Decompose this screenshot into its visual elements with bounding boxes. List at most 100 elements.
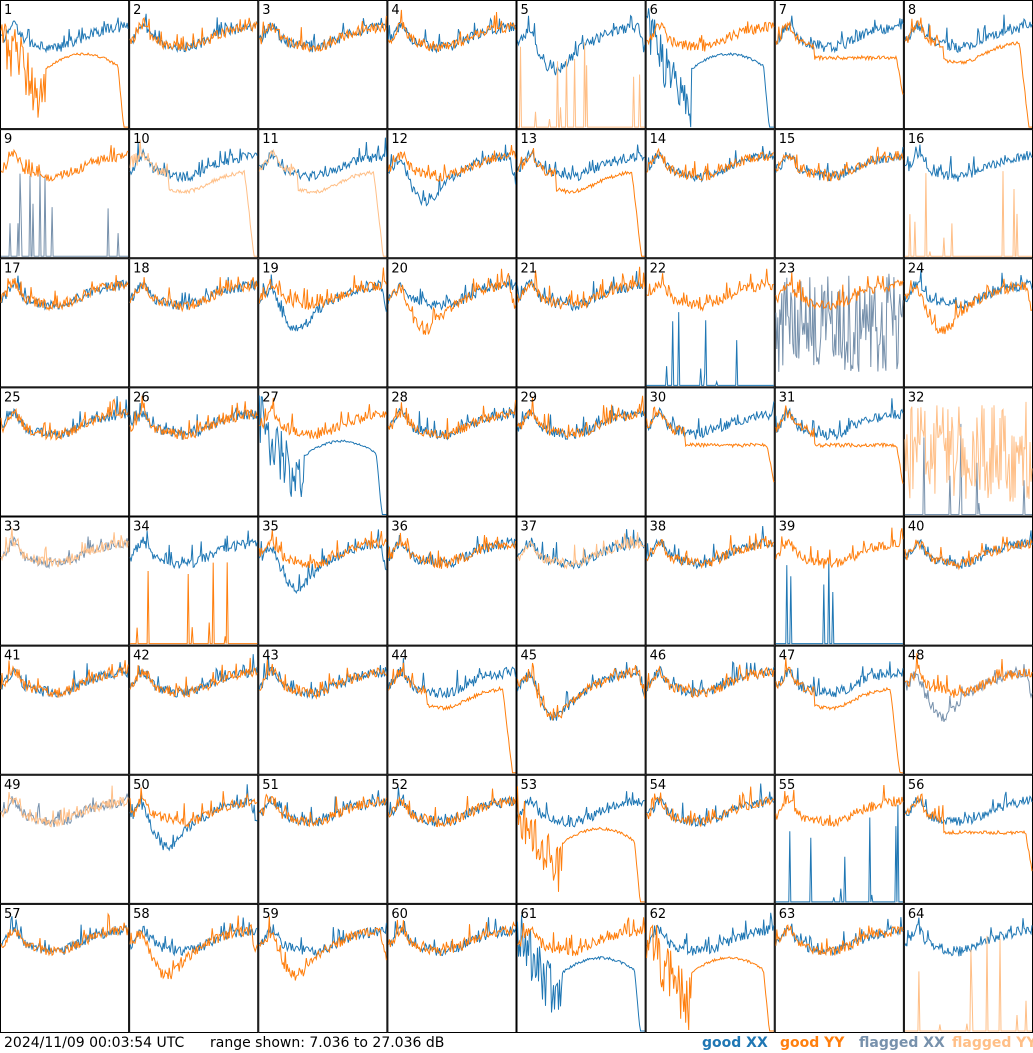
panel-frame: [516, 129, 646, 259]
panel-number: 20: [391, 261, 408, 276]
series-yy: [904, 17, 1032, 128]
panel-number: 56: [908, 778, 925, 793]
panel-number: 6: [650, 3, 658, 18]
series-xx: [904, 664, 1033, 722]
series-yy: [0, 23, 129, 128]
series-yy: [775, 405, 904, 484]
panel-number: 25: [4, 390, 21, 405]
panel-49: 49: [0, 774, 130, 904]
series-xx: [517, 791, 645, 828]
panel-25: 25: [0, 387, 130, 517]
panel-28: 28: [387, 387, 517, 517]
panel-frame: [645, 387, 775, 517]
series-yy: [387, 919, 516, 956]
panel-47: 47: [774, 645, 904, 775]
panel-frame: [129, 258, 259, 388]
panel-number: 63: [779, 907, 796, 922]
panel-frame: [258, 903, 388, 1033]
series-yy: [775, 527, 904, 569]
panel-frame: [516, 774, 646, 904]
panel-number: 51: [262, 778, 279, 793]
series-yy: [129, 139, 258, 257]
range-shown: range shown: 7.036 to 27.036 dB: [210, 1035, 445, 1051]
panel-35: 35: [258, 516, 388, 646]
panel-frame: [258, 774, 388, 904]
panel-61: 61: [516, 903, 646, 1033]
series-yy: [775, 272, 904, 311]
panel-12: 12: [387, 129, 517, 259]
panel-42: 42: [129, 645, 259, 775]
legend-flagged-yy: flagged YY: [952, 1035, 1033, 1051]
series-xx: [517, 14, 646, 76]
panel-frame: [774, 516, 904, 646]
panel-frame: [516, 0, 646, 130]
panel-number: 11: [262, 132, 279, 147]
series-yy: [387, 268, 516, 335]
series-yy: [904, 935, 1032, 1032]
series-xx: [646, 8, 774, 128]
panel-frame: [129, 0, 259, 130]
panel-57: 57: [0, 903, 130, 1033]
series-xx: [387, 787, 516, 827]
series-xx: [129, 403, 258, 440]
series-xx: [775, 398, 904, 441]
panel-frame: [387, 258, 517, 388]
panel-number: 2: [133, 3, 141, 18]
panel-45: 45: [516, 645, 646, 775]
panel-number: 58: [133, 907, 150, 922]
panel-number: 52: [391, 778, 408, 793]
panel-number: 12: [391, 132, 408, 147]
legend-good-xx: good XX: [702, 1035, 768, 1051]
series-yy: [258, 530, 387, 569]
series-yy: [387, 9, 516, 53]
series-yy: [258, 15, 387, 53]
series-yy: [517, 786, 645, 903]
panel-number: 46: [650, 649, 667, 664]
panel-1: 1: [0, 0, 130, 130]
series-yy: [0, 912, 129, 957]
panel-number: 26: [133, 390, 150, 405]
panel-59: 59: [258, 903, 388, 1033]
series-xx: [646, 401, 775, 440]
panel-4: 4: [387, 0, 517, 130]
panel-64: 64: [903, 903, 1033, 1033]
series-yy: [387, 662, 516, 774]
panel-frame: [516, 387, 646, 517]
panel-number: 44: [391, 649, 408, 664]
panel-frame: [516, 645, 646, 775]
panel-number: 54: [650, 778, 667, 793]
panel-38: 38: [645, 516, 775, 646]
panel-10: 10: [129, 129, 259, 259]
panel-number: 49: [4, 778, 21, 793]
panel-number: 55: [779, 778, 796, 793]
series-xx: [517, 271, 645, 312]
panel-7: 7: [774, 0, 904, 130]
series-yy: [646, 664, 775, 699]
panel-5: 5: [516, 0, 646, 130]
series-xx: [775, 917, 904, 957]
panel-15: 15: [774, 129, 904, 259]
panel-number: 48: [908, 649, 925, 664]
panel-frame: [0, 645, 130, 775]
panel-number: 4: [391, 3, 399, 18]
panel-58: 58: [129, 903, 259, 1033]
panel-frame: [645, 903, 775, 1033]
panel-frame: [0, 0, 130, 130]
panel-34: 34: [129, 516, 259, 646]
panel-number: 59: [262, 907, 279, 922]
panel-number: 14: [650, 132, 667, 147]
panel-number: 16: [908, 132, 925, 147]
panel-number: 18: [133, 261, 150, 276]
series-yy: [387, 532, 516, 569]
panel-frame: [903, 258, 1033, 388]
series-yy: [259, 793, 387, 828]
series-yy: [0, 145, 129, 182]
panel-frame: [0, 774, 130, 904]
panel-frame: [903, 0, 1033, 130]
series-yy: [258, 148, 387, 257]
series-xx: [775, 558, 903, 645]
series-xx: [1, 171, 129, 257]
panel-19: 19: [258, 258, 388, 388]
series-yy: [129, 787, 258, 829]
